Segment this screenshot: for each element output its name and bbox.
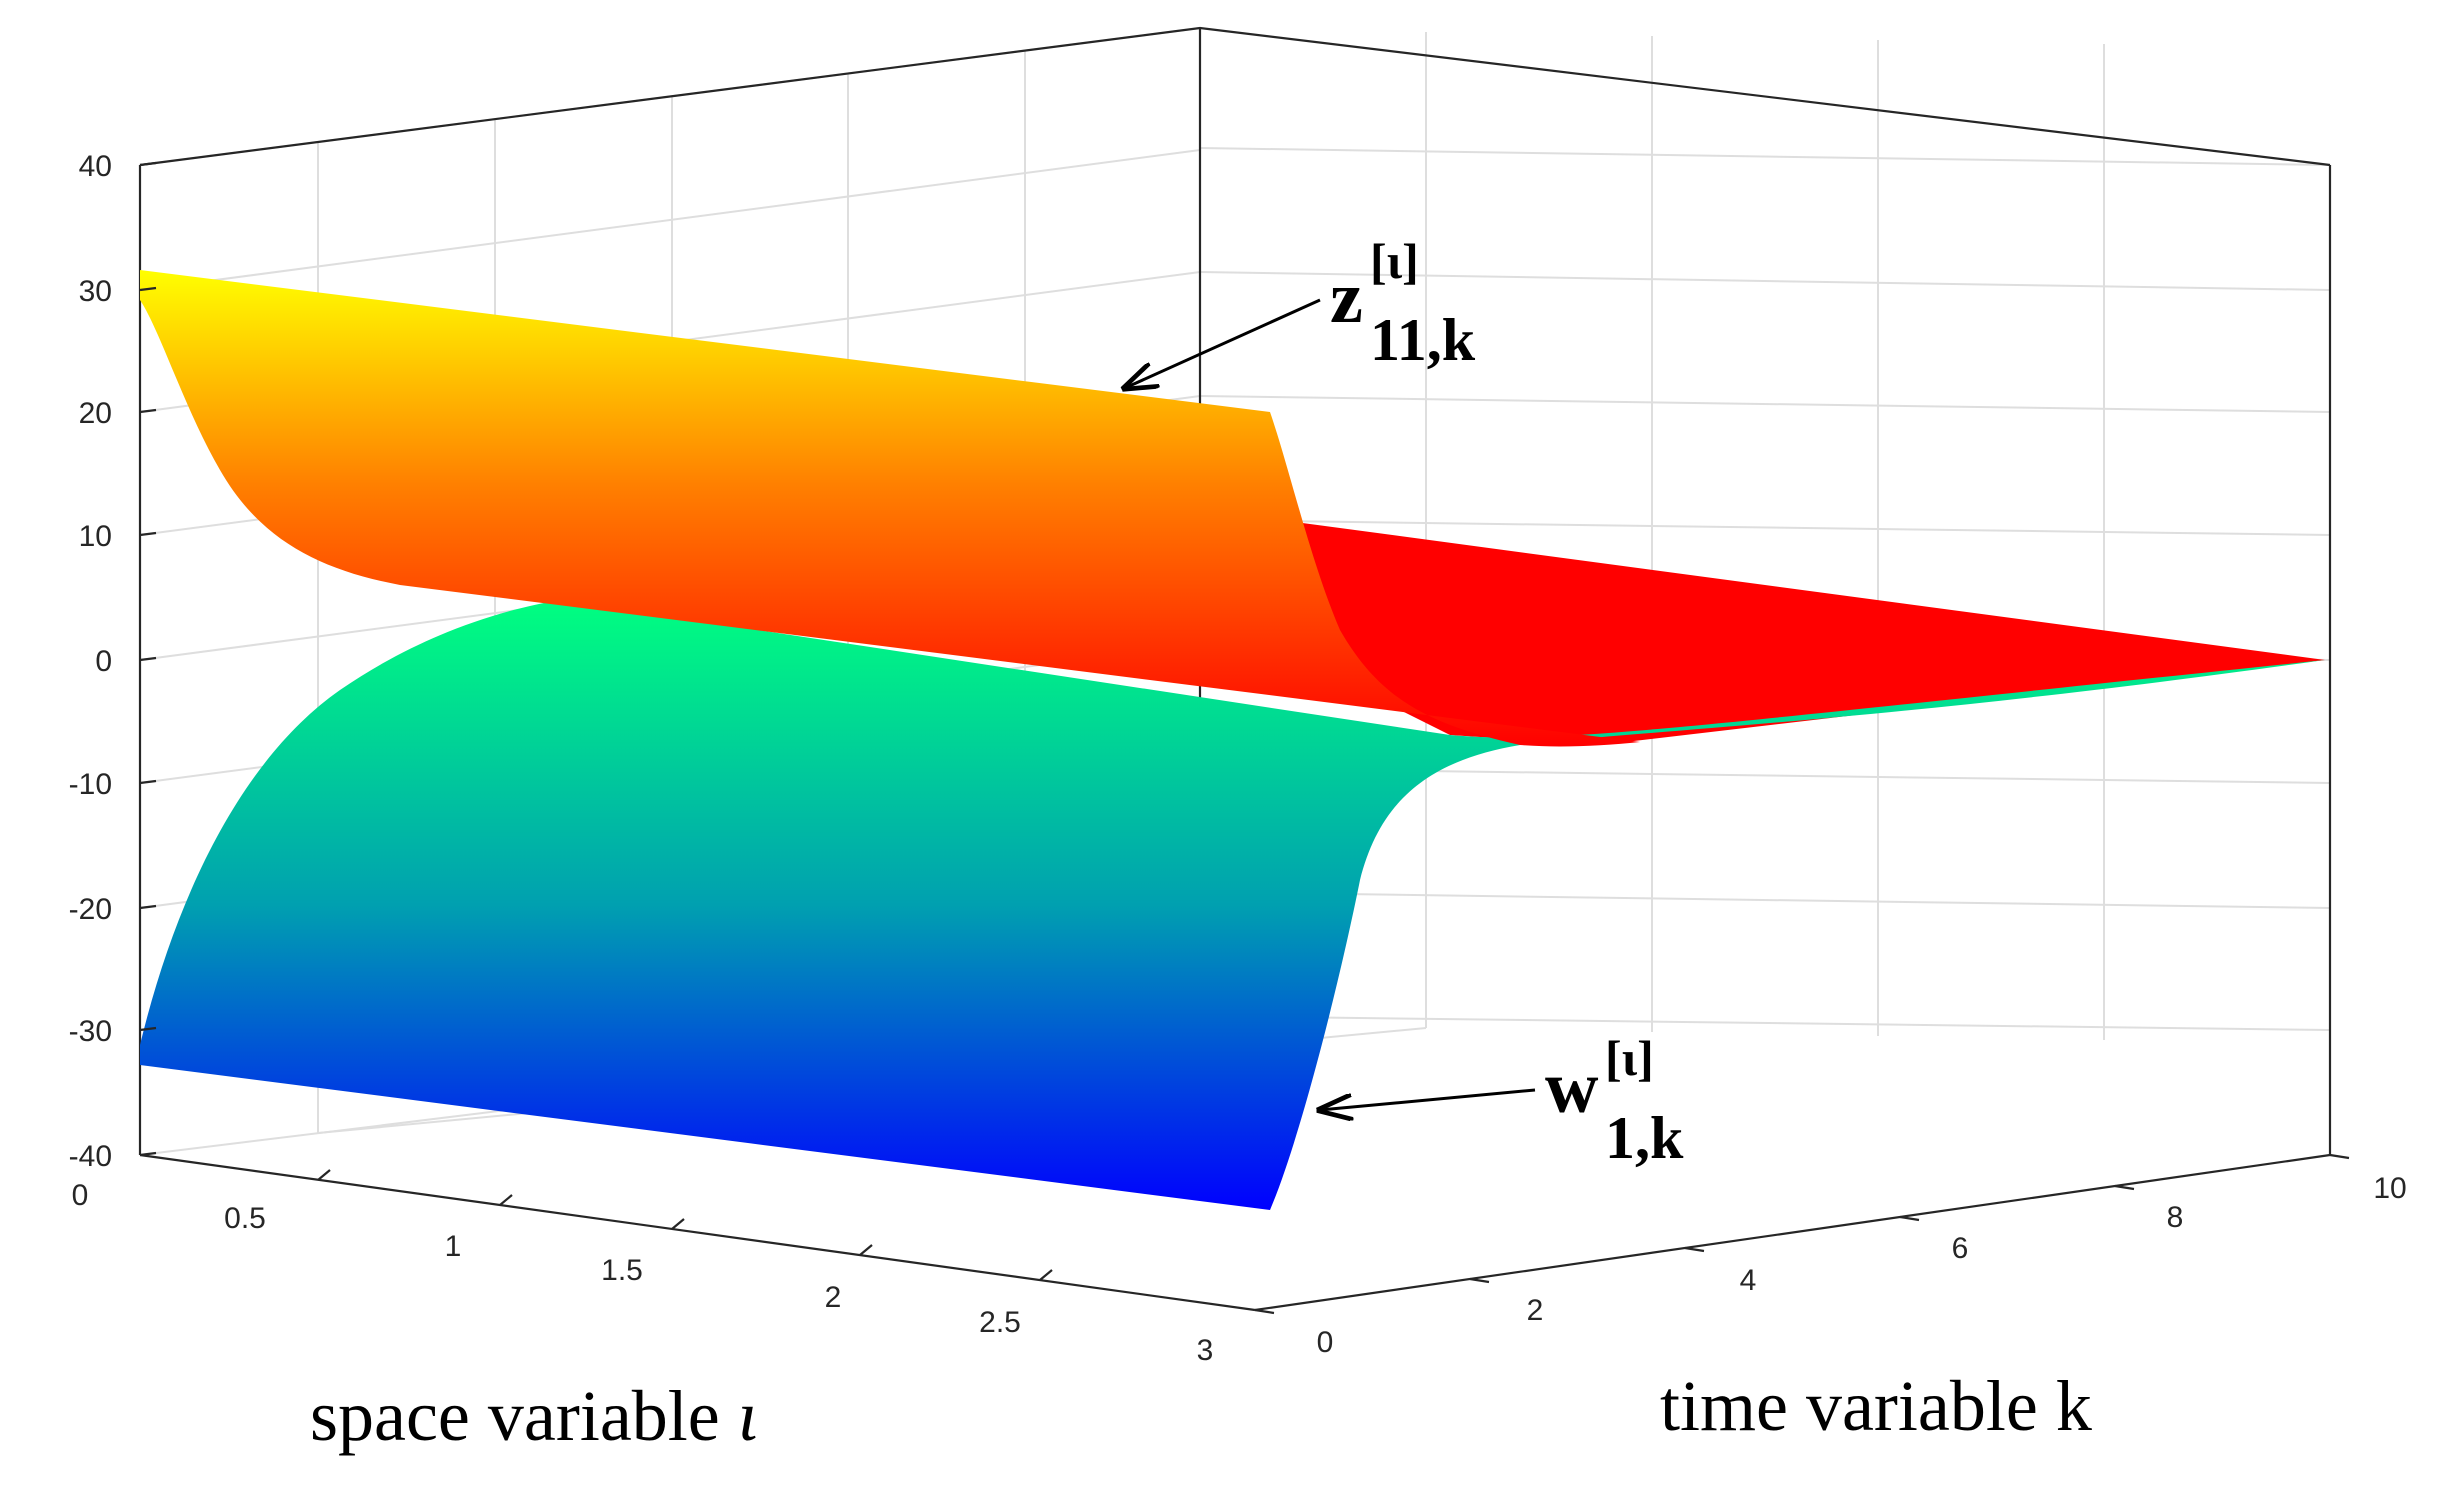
svg-text:-40: -40 <box>69 1140 112 1173</box>
z-tick-minus30: -30 <box>69 1015 157 1048</box>
svg-text:0.5: 0.5 <box>224 1202 266 1235</box>
iota-tick-1.5: 1.5 <box>601 1218 685 1287</box>
svg-text:2: 2 <box>825 1281 842 1314</box>
iota-tick-2: 2 <box>825 1244 873 1314</box>
svg-text:30: 30 <box>79 275 112 308</box>
svg-text:0: 0 <box>95 645 112 678</box>
svg-text:1: 1 <box>445 1230 462 1263</box>
annotation-z-arrow <box>1125 298 1321 388</box>
iota-tick-0.5: 0.5 <box>224 1169 331 1235</box>
svg-text:2: 2 <box>1527 1294 1544 1327</box>
svg-text:6: 6 <box>1952 1232 1969 1265</box>
svg-text:0: 0 <box>1317 1326 1334 1359</box>
z-tick-0: 0 <box>95 645 157 678</box>
k-tick-6: 6 <box>1899 1215 1969 1265</box>
annotation-w-arrow <box>1320 1088 1536 1110</box>
iota-tick-3: 3 <box>1197 1334 1214 1367</box>
svg-text:1.5: 1.5 <box>601 1254 643 1287</box>
upper-surface-z <box>140 270 1640 747</box>
k-tick-2: 2 <box>1469 1277 1544 1327</box>
svg-text:10: 10 <box>79 520 112 553</box>
upper-surface-flat-region <box>1280 520 2325 745</box>
x-axis-title: space variable ι <box>310 1376 758 1456</box>
iota-axis: 0 0.5 1 1.5 2 2.5 3 <box>72 1169 1214 1367</box>
svg-text:40: 40 <box>79 150 112 183</box>
z-tick-minus40: -40 <box>69 1140 157 1173</box>
iota-tick-2.5: 2.5 <box>979 1269 1053 1339</box>
k-tick-4: 4 <box>1684 1246 1757 1297</box>
svg-text:8: 8 <box>2167 1201 2184 1234</box>
z-tick-20: 20 <box>79 397 157 430</box>
svg-text:-10: -10 <box>69 768 112 801</box>
annotation-w-subscript: 1,k <box>1605 1105 1684 1171</box>
k-tick-10: 10 <box>2329 1153 2407 1205</box>
k-axis: 0 2 4 6 8 10 <box>1254 1153 2407 1359</box>
annotation-z-main: z <box>1330 257 1363 339</box>
annotation-z: z [ι] 11,k <box>1125 233 1476 388</box>
k-tick-8: 8 <box>2114 1184 2184 1234</box>
annotation-z-superscript: [ι] <box>1370 233 1419 289</box>
svg-text:4: 4 <box>1740 1264 1757 1297</box>
svg-text:20: 20 <box>79 397 112 430</box>
svg-text:2.5: 2.5 <box>979 1306 1021 1339</box>
z-tick-10: 10 <box>79 520 157 553</box>
iota-tick-0: 0 <box>72 1179 89 1212</box>
z-axis: 40 30 20 10 0 -10 -20 -30 -40 <box>69 150 157 1173</box>
lower-surface-w <box>140 600 2325 1210</box>
z-tick-30: 30 <box>79 275 157 308</box>
annotation-w-main: w <box>1545 1047 1599 1129</box>
svg-text:-30: -30 <box>69 1015 112 1048</box>
z-tick-40: 40 <box>79 150 157 183</box>
svg-text:0: 0 <box>72 1179 89 1212</box>
surfaces <box>140 270 2325 1210</box>
iota-tick-1: 1 <box>445 1194 513 1263</box>
k-tick-0: 0 <box>1254 1308 1334 1359</box>
y-axis-title: time variable k <box>1660 1366 2092 1446</box>
annotation-w-superscript: [ι] <box>1605 1030 1654 1086</box>
annotation-z-subscript: 11,k <box>1370 307 1476 373</box>
z-tick-minus10: -10 <box>69 768 157 801</box>
svg-text:3: 3 <box>1197 1334 1214 1367</box>
z-tick-minus20: -20 <box>69 893 157 926</box>
svg-text:-20: -20 <box>69 893 112 926</box>
annotation-w: w [ι] 1,k <box>1320 1030 1684 1171</box>
svg-text:10: 10 <box>2373 1172 2406 1205</box>
